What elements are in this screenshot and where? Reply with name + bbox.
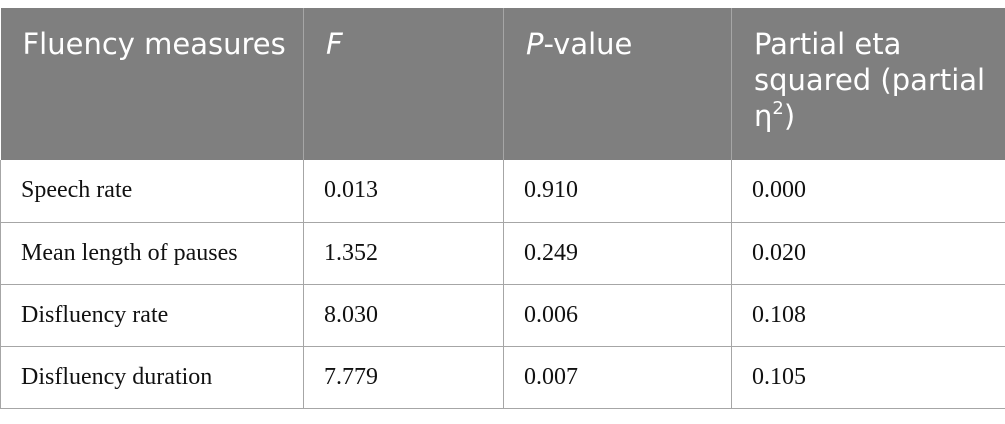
header-text: -value xyxy=(543,27,633,61)
header-cell: Partial eta squared (partial η2) xyxy=(731,8,1005,160)
cell-value: 1.352 xyxy=(303,222,504,285)
cell-value: 0.000 xyxy=(731,160,1005,223)
row-label: Disfluency duration xyxy=(0,346,304,409)
cell-value: 0.006 xyxy=(503,284,732,347)
superscript: 2 xyxy=(772,98,784,119)
table: Fluency measures F P-value Partial eta s… xyxy=(0,8,1005,409)
cell-value: 0.910 xyxy=(503,160,732,223)
header-text: ) xyxy=(783,99,796,133)
header-row: Fluency measures F P-value Partial eta s… xyxy=(0,8,1005,160)
header-cell: Fluency measures xyxy=(0,8,304,160)
cell-value: 7.779 xyxy=(303,346,504,409)
cell-value: 8.030 xyxy=(303,284,504,347)
table-body: Speech rate 0.013 0.910 0.000 Mean length of… xyxy=(0,160,1005,409)
table-row: Mean length of pauses 1.352 0.249 0.020 xyxy=(0,222,1005,285)
header-cell: F xyxy=(303,8,504,160)
cell-value: 0.020 xyxy=(731,222,1005,285)
row-label: Disfluency rate xyxy=(0,284,304,347)
cell-value: 0.013 xyxy=(303,160,504,223)
cell-value: 0.108 xyxy=(731,284,1005,347)
row-label: Mean length of pauses xyxy=(0,222,304,285)
table-row: Disfluency rate 8.030 0.006 0.108 xyxy=(0,284,1005,347)
cell-value: 0.105 xyxy=(731,346,1005,409)
row-label: Speech rate xyxy=(0,160,304,223)
header-text: F xyxy=(326,27,343,61)
header-cell: P-value xyxy=(503,8,732,160)
header-text: Partial eta squared (partial η xyxy=(754,27,986,133)
table-row: Disfluency duration 7.779 0.007 0.105 xyxy=(0,346,1005,409)
table-row: Speech rate 0.013 0.910 0.000 xyxy=(0,160,1005,223)
cell-value: 0.249 xyxy=(503,222,732,285)
header-text: P xyxy=(526,27,544,61)
header-text: Fluency measures xyxy=(22,27,286,61)
cell-value: 0.007 xyxy=(503,346,732,409)
